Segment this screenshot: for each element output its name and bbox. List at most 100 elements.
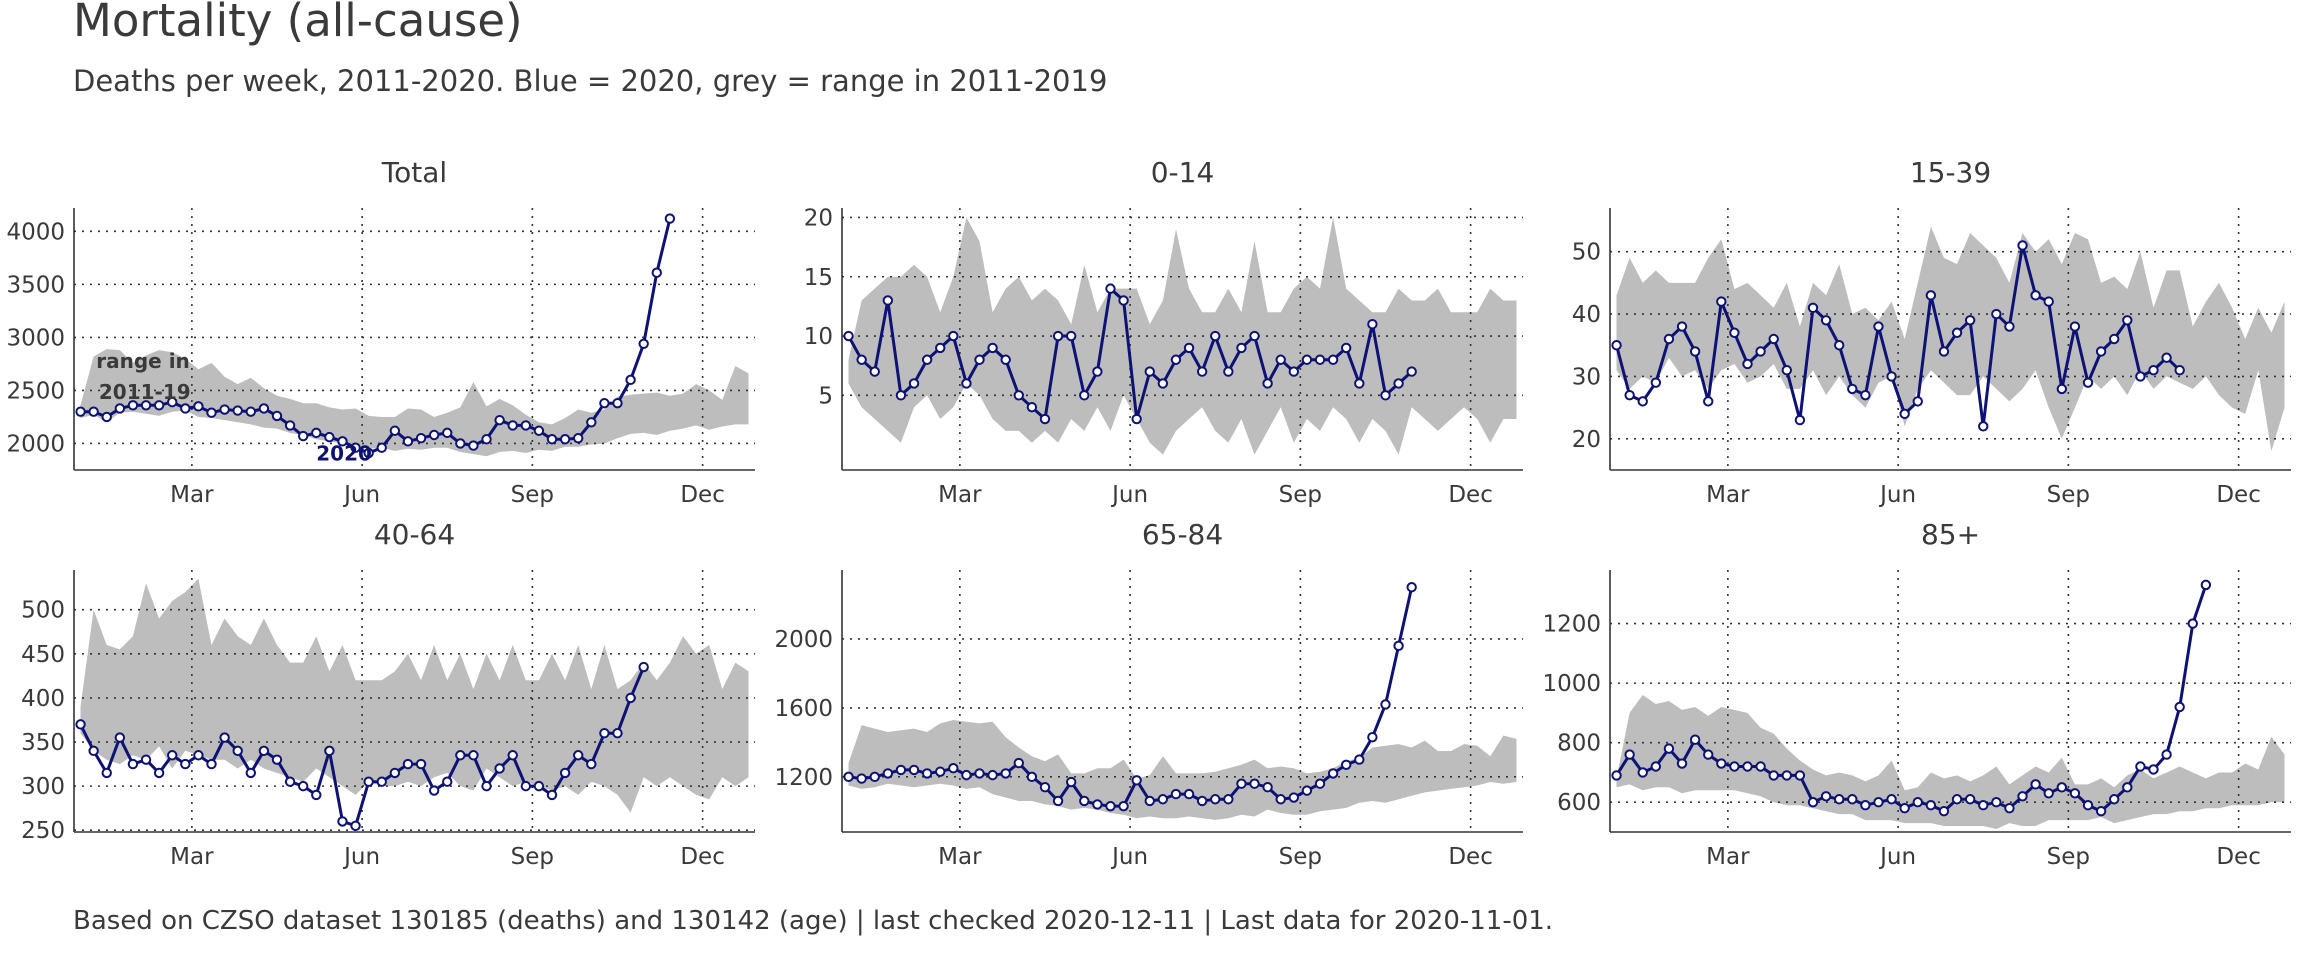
point-2020 (1703, 749, 1714, 760)
panel-title: 15-39 (1910, 156, 1991, 189)
point-2020 (1170, 788, 1182, 800)
panel-0-14: 0-14 5 10 15 20 Mar Jun Sep Dec (804, 156, 1523, 508)
y-tick-label: 800 (1557, 731, 1601, 757)
point-2020 (559, 434, 571, 445)
point-2020 (1079, 795, 1090, 807)
point-2020 (2161, 352, 2172, 363)
point-2020 (245, 767, 256, 779)
point-2020 (948, 763, 959, 774)
point-2020 (882, 768, 894, 779)
point-2020 (1833, 794, 1845, 805)
point-2020 (948, 330, 959, 342)
point-2020 (1341, 759, 1352, 770)
point-2020 (599, 727, 610, 739)
point-2020 (908, 378, 920, 389)
point-2020 (1729, 761, 1740, 772)
point-2020 (1978, 800, 1989, 811)
panel-title: 85+ (1921, 518, 1980, 551)
x-tick-label: Dec (680, 482, 725, 508)
point-2020 (1925, 290, 1937, 301)
point-2020 (232, 405, 243, 416)
point-2020 (127, 400, 139, 411)
point-2020 (1118, 295, 1129, 306)
point-2020 (1991, 308, 2002, 320)
y-tick-label: 30 (1572, 364, 1601, 390)
point-2020 (1039, 413, 1051, 425)
point-2020 (1611, 770, 1622, 781)
point-2020 (2122, 782, 2133, 793)
point-2020 (974, 354, 985, 365)
y-tick-label: 5 (818, 383, 833, 409)
point-2020 (843, 330, 854, 342)
point-2020 (337, 816, 348, 827)
point-2020 (987, 769, 998, 781)
point-2020 (206, 407, 217, 418)
point-2020 (1964, 794, 1976, 805)
point-2020 (520, 780, 532, 792)
point-2020 (2030, 290, 2041, 301)
point-2020 (586, 758, 597, 770)
point-2020 (1275, 794, 1286, 805)
point-2020 (297, 430, 309, 442)
point-2020 (350, 442, 361, 453)
panel-title: 65-84 (1142, 518, 1223, 551)
point-2020 (1650, 761, 1662, 772)
point-2020 (180, 758, 191, 770)
point-2020 (869, 366, 880, 377)
y-tick-label: 1200 (1542, 612, 1601, 638)
point-2020 (520, 420, 532, 431)
panel-title: 0-14 (1151, 156, 1215, 189)
point-2020 (101, 411, 112, 423)
y-tick-label: 3000 (6, 325, 65, 351)
point-2020 (651, 267, 662, 278)
point-2020 (324, 431, 335, 443)
point-2020 (167, 750, 178, 761)
point-2020 (1183, 788, 1195, 800)
point-2020 (2095, 805, 2107, 817)
point-2020 (415, 432, 427, 444)
x-tick-label: Sep (511, 844, 554, 870)
point-2020 (987, 342, 998, 354)
point-2020 (1860, 389, 1871, 401)
point-2020 (1210, 794, 1221, 805)
point-2020 (612, 397, 623, 409)
point-2020 (376, 442, 387, 453)
point-2020 (1912, 797, 1923, 808)
point-2020 (1742, 761, 1753, 772)
point-2020 (311, 427, 322, 439)
point-2020 (2017, 240, 2028, 251)
point-2020 (455, 750, 466, 761)
point-2020 (1964, 315, 1976, 326)
point-2020 (1065, 330, 1077, 342)
point-2020 (895, 390, 907, 401)
point-2020 (324, 745, 335, 757)
point-2020 (533, 780, 545, 792)
annotation-range-years: 2011-19 (99, 380, 191, 404)
point-2020 (507, 750, 518, 761)
point-2020 (1223, 794, 1234, 805)
point-2020 (2030, 779, 2041, 790)
point-2020 (1794, 414, 1806, 426)
point-2020 (1755, 346, 1766, 357)
point-2020 (638, 338, 649, 349)
point-2020 (1026, 771, 1038, 783)
point-2020 (1354, 378, 1365, 389)
chart-subtitle: Deaths per week, 2011-2020. Blue = 2020,… (73, 64, 1108, 98)
point-2020 (1393, 640, 1404, 652)
point-2020 (442, 427, 453, 439)
point-2020 (428, 785, 440, 796)
point-2020 (219, 732, 230, 743)
point-2020 (1288, 366, 1300, 377)
point-2020 (1183, 342, 1195, 354)
y-tick-label: 250 (21, 818, 65, 844)
point-2020 (1000, 354, 1011, 365)
x-tick-label: Dec (1448, 482, 1493, 508)
point-2020 (140, 400, 152, 411)
x-tick-label: Mar (938, 844, 982, 870)
point-2020 (1716, 296, 1727, 307)
panel-65-84: 65-84 1200 1600 2000 Mar Jun Sep Dec (774, 518, 1523, 870)
point-2020 (2095, 346, 2107, 357)
point-2020 (2200, 579, 2212, 591)
x-tick-label: Jun (342, 844, 380, 870)
y-tick-label: 3500 (6, 272, 65, 298)
